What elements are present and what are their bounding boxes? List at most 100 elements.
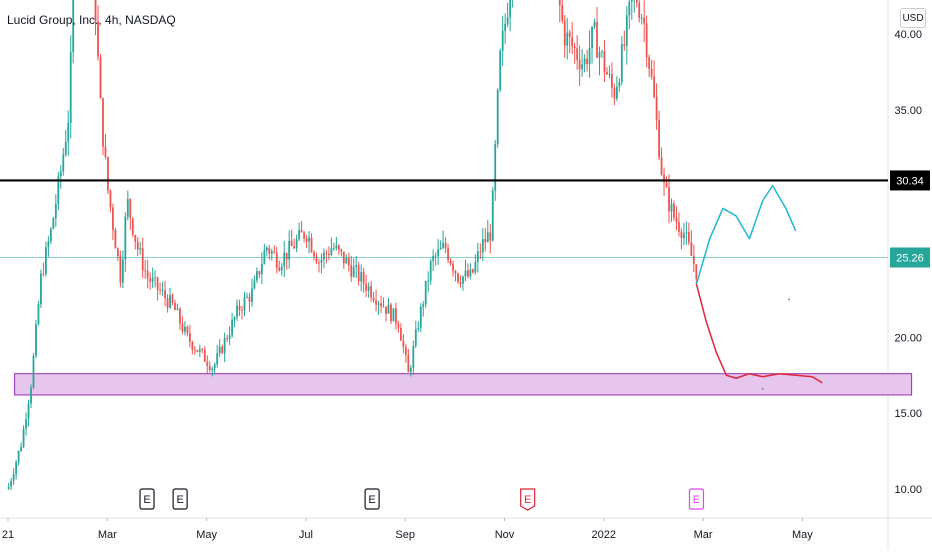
candle-body: [258, 271, 261, 275]
candle-body: [59, 171, 62, 177]
candle-body: [347, 258, 350, 266]
candle-body: [581, 64, 584, 70]
candle-body: [399, 327, 402, 341]
candle-body: [608, 74, 611, 75]
candle-body: [146, 271, 149, 279]
candle-body: [340, 249, 343, 252]
candle-body: [491, 190, 494, 241]
candle-body: [412, 345, 415, 368]
candle-body: [238, 305, 241, 311]
earnings-box: [139, 488, 155, 510]
candle-body: [623, 44, 626, 46]
earnings-marker[interactable]: E: [520, 488, 536, 511]
candle-body: [278, 267, 281, 271]
candles-layer: [7, 0, 698, 491]
candle-body: [509, 0, 512, 18]
candle-body: [625, 15, 628, 46]
candle-body: [437, 249, 440, 256]
candle-body: [457, 273, 459, 283]
candle-body: [402, 340, 405, 347]
candle-body: [568, 32, 571, 37]
candle-body: [37, 304, 40, 325]
candle-body: [22, 428, 25, 447]
candle-body: [64, 141, 67, 155]
time-tick-label: May: [196, 529, 217, 541]
candle-body: [432, 255, 435, 262]
price-tick-label: 20.00: [894, 332, 922, 344]
candle-body: [310, 237, 313, 252]
candle-body: [94, 0, 97, 22]
candle-body: [323, 252, 325, 260]
candle-body: [203, 349, 206, 362]
candle-body: [355, 265, 358, 268]
candle-body: [226, 338, 229, 340]
candle-body: [496, 89, 499, 145]
candle-body: [176, 308, 179, 310]
candle-body: [211, 368, 214, 371]
candle-body: [134, 235, 137, 242]
candle-body: [280, 266, 283, 271]
earnings-box: [364, 488, 380, 510]
candle-body: [179, 308, 181, 324]
candle-body: [486, 232, 489, 243]
candle-body: [499, 50, 502, 90]
earnings-box: [172, 488, 188, 510]
candle-body: [141, 248, 144, 271]
candle-body: [427, 280, 430, 282]
earnings-marker[interactable]: E: [139, 488, 155, 510]
candle-body: [618, 82, 621, 87]
candle-body: [298, 230, 301, 240]
candle-body: [320, 259, 323, 263]
candle-body: [236, 305, 238, 318]
projection-up-path: [695, 184, 797, 285]
candle-body: [198, 348, 201, 352]
candle-body: [665, 182, 668, 187]
candle-body: [601, 51, 603, 53]
candle-body: [169, 294, 171, 308]
earnings-marker[interactable]: E: [172, 488, 188, 510]
candle-body: [613, 87, 616, 99]
candle-body: [273, 251, 276, 253]
earnings-label: E: [368, 494, 375, 506]
candle-body: [687, 232, 690, 243]
candle-body: [97, 21, 99, 57]
candle-body: [174, 302, 176, 310]
candle-body: [409, 367, 412, 373]
candle-body: [181, 323, 184, 332]
candle-body: [345, 258, 348, 264]
candle-body: [139, 248, 142, 250]
candle-body: [484, 239, 487, 243]
candle-body: [655, 96, 658, 121]
candle-body: [638, 2, 641, 18]
chart-title: Lucid Group, Inc., 4h, NASDAQ: [7, 13, 176, 27]
candle-body: [685, 232, 688, 234]
projection-layer: [695, 184, 823, 390]
earnings-marker[interactable]: E: [364, 488, 380, 510]
levels-layer: [0, 179, 888, 258]
candle-body: [290, 240, 293, 247]
candle-body: [10, 480, 13, 487]
currency-button[interactable]: USD: [900, 8, 926, 28]
candle-body: [675, 217, 678, 223]
candle-body: [563, 20, 566, 46]
resistance-badge-label: 30.34: [896, 175, 924, 187]
candle-body: [315, 256, 318, 263]
candle-body: [102, 98, 104, 147]
candle-body: [576, 48, 579, 60]
candle-body: [303, 232, 305, 239]
candle-body: [380, 303, 382, 307]
candle-body: [121, 259, 124, 283]
candle-body: [126, 199, 129, 217]
candle-body: [439, 247, 442, 250]
candle-body: [256, 271, 258, 281]
candle-body: [159, 289, 161, 291]
price-tick-label: 40.00: [894, 29, 922, 41]
candle-body: [161, 290, 164, 291]
candle-body: [434, 255, 437, 257]
candle-body: [620, 44, 623, 83]
earnings-marker[interactable]: E: [688, 488, 705, 510]
candle-body: [186, 326, 189, 334]
